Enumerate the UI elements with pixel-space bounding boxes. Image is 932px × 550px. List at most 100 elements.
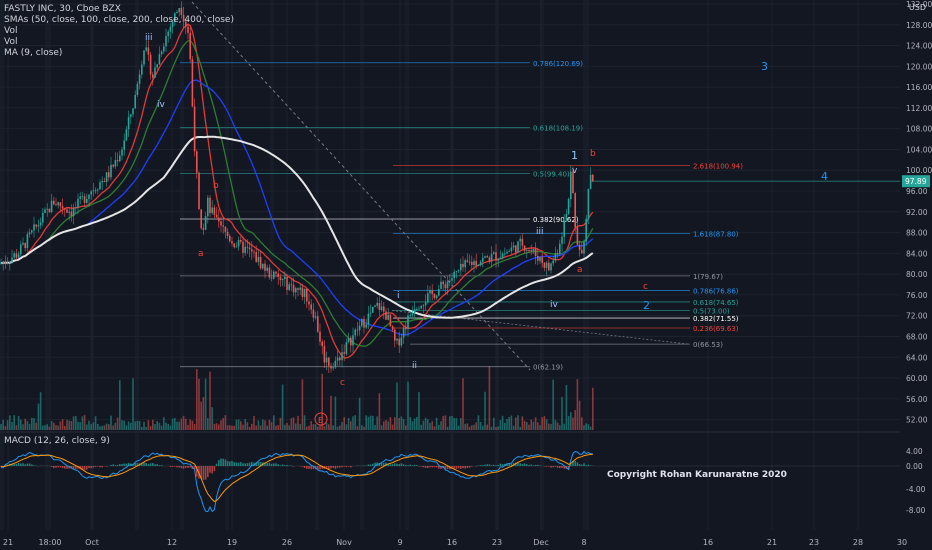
macd-histogram-bar: [11, 464, 13, 466]
session-stripe: [225, 0, 229, 530]
macd-histogram-bar: [88, 466, 90, 469]
wave-label: b: [213, 181, 219, 191]
macd-tick-label: 4.00: [906, 447, 923, 456]
volume-bar: [211, 407, 213, 430]
macd-histogram-bar: [268, 462, 271, 466]
candle-body: [28, 232, 31, 235]
macd-histogram-bar: [4, 464, 7, 466]
volume-bar: [563, 423, 565, 430]
macd-histogram-bar: [407, 465, 409, 466]
macd-histogram-bar: [455, 466, 458, 469]
macd-histogram-bar: [328, 466, 330, 469]
volume-bar: [402, 419, 405, 430]
candle-body: [224, 226, 227, 232]
candle-body: [501, 253, 504, 258]
volume-bar: [59, 421, 62, 430]
volume-bar: [57, 425, 59, 430]
candle-body: [422, 305, 425, 307]
candle-body: [185, 21, 187, 27]
candle-body: [121, 149, 123, 156]
candle-body: [4, 261, 7, 264]
volume-bar: [512, 425, 515, 430]
wave-label: 1: [571, 149, 578, 162]
volume-bar: [266, 425, 268, 430]
volume-bar: [147, 420, 150, 430]
macd-histogram-bar: [257, 462, 260, 466]
macd-histogram-bar: [292, 466, 295, 467]
vol-legend[interactable]: Vol: [4, 26, 18, 36]
volume-bar: [319, 424, 321, 430]
candle-body: [70, 211, 73, 217]
macd-histogram-bar: [317, 466, 319, 470]
candle-body: [323, 346, 326, 363]
event-marker: [314, 412, 328, 426]
volume-bar: [394, 417, 396, 430]
macd-histogram-bar: [347, 466, 350, 467]
macd-histogram-bar: [424, 466, 427, 468]
candle-body: [308, 301, 310, 305]
volume-bar: [246, 422, 249, 430]
price-axis[interactable]: 52.00 56.00 60.00 64.00 68.00 72.00 76.00 80.00…: [900, 0, 932, 550]
volume-bar: [50, 421, 53, 430]
macd-legend[interactable]: MACD (12, 26, close, 9): [4, 436, 110, 446]
volume-bar: [466, 423, 469, 430]
candle-body: [479, 261, 482, 265]
macd-histogram-bar: [281, 464, 284, 466]
macd-histogram-bar: [110, 464, 112, 466]
volume-bar: [570, 412, 572, 430]
macd-histogram-bar: [50, 466, 53, 467]
macd-histogram-bar: [413, 464, 416, 466]
candle-body: [365, 324, 367, 328]
volume-bar: [83, 415, 86, 430]
fib-label: 0.618(74.65): [693, 299, 739, 307]
candle-body: [130, 114, 132, 117]
candle-body: [213, 207, 216, 215]
macd-histogram-bar: [440, 466, 442, 469]
volume-bar: [255, 425, 257, 430]
volume-bar: [306, 426, 308, 430]
volume-bar: [380, 425, 383, 430]
candle-body: [13, 253, 15, 258]
volume-bar: [550, 423, 552, 430]
candle-body: [354, 329, 356, 336]
fib-label: 2.618(100.94): [693, 162, 743, 170]
symbol-title[interactable]: FASTLY INC, 30, Cboe BZX: [4, 4, 121, 14]
macd-histogram-bar: [90, 466, 92, 469]
moving-averages: [0, 23, 594, 359]
volume-bar: [585, 423, 587, 430]
volume-bar: [438, 424, 440, 430]
volume-bar: [517, 415, 519, 430]
volume-bar: [31, 417, 33, 430]
time-axis[interactable]: 21 18:00 Oct 12 19 26 Nov 9 16 23 Dec 8 16 21 23 28 30: [0, 532, 932, 550]
vol-legend-2[interactable]: Vol: [4, 37, 18, 47]
macd-histogram-bar: [460, 466, 462, 469]
candle-body: [189, 32, 191, 60]
volume-bar: [574, 409, 576, 430]
candle-body: [61, 206, 64, 209]
macd-histogram-bar: [453, 466, 455, 469]
price-tick-label: 124.00: [906, 42, 932, 51]
macd-histogram-bar: [83, 466, 86, 470]
candle-body: [134, 94, 136, 109]
volume-bar: [548, 423, 550, 430]
sma-legend[interactable]: SMAs (50, close, 100, close, 200, close,…: [4, 15, 234, 25]
macd-histogram-bar: [587, 464, 590, 466]
candle-body: [90, 191, 92, 195]
macd-histogram-bar: [86, 466, 88, 470]
ma-legend[interactable]: MA (9, close): [4, 48, 63, 58]
price-tick-label: 120.00: [906, 62, 932, 71]
macd-histogram-bar: [321, 466, 323, 469]
candle-body: [147, 47, 150, 55]
session-stripe: [45, 0, 49, 530]
candle-body: [585, 218, 587, 242]
macd-histogram-bar: [152, 463, 154, 466]
wave-label: iv: [157, 100, 166, 110]
session-stripe: [0, 0, 4, 530]
macd-histogram-bar: [504, 463, 506, 466]
macd-histogram-bar: [154, 464, 156, 466]
candle-body: [163, 46, 165, 52]
volume-bar: [97, 423, 99, 430]
volume-bar: [193, 424, 196, 430]
macd-histogram-bar: [224, 459, 227, 466]
